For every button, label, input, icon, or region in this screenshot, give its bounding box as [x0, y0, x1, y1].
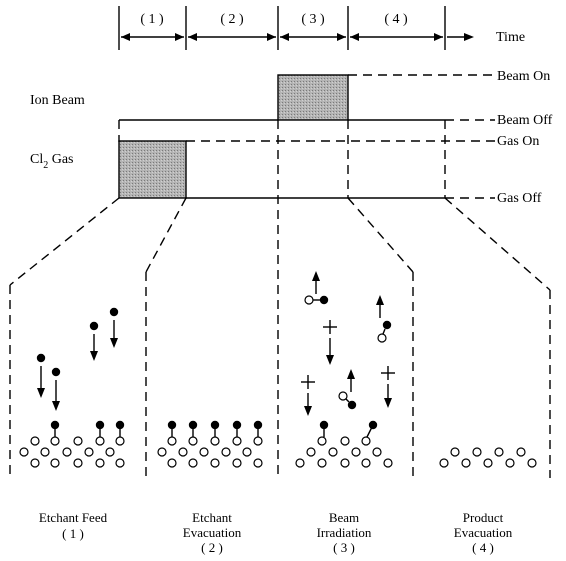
ion-beam-signal: Ion Beam Beam On Beam Off — [30, 69, 553, 128]
double-arrow — [280, 33, 346, 41]
adsorbed-atom — [115, 420, 125, 437]
beam-on-pulse — [277, 74, 349, 121]
panel-4-title-line2: Evacuation — [454, 525, 513, 540]
double-arrow — [121, 33, 184, 41]
substrate-lattice — [295, 436, 393, 468]
adsorbed-atom — [232, 420, 242, 437]
panel-2-subtitle: ( 2 ) — [201, 540, 223, 555]
panel-3-title-line2: Irradiation — [317, 525, 372, 540]
beam-on-label: Beam On — [497, 69, 550, 84]
falling-atom — [36, 353, 46, 398]
panel-etchant-feed: Etchant Feed ( 1 ) — [19, 307, 125, 541]
time-arrow — [447, 33, 474, 41]
adsorbed-atom — [253, 420, 263, 437]
adsorbed-atom — [366, 420, 378, 438]
panel-1-title: Etchant Feed — [39, 510, 108, 525]
gas-on-label: Gas On — [497, 134, 539, 149]
panel-3-subtitle: ( 3 ) — [333, 540, 355, 555]
time-label: Time — [496, 30, 525, 45]
falling-atom — [51, 367, 61, 411]
substrate-lattice — [157, 436, 263, 468]
panel-4-title-line1: Product — [463, 510, 504, 525]
panel-2-title-line2: Evacuation — [183, 525, 242, 540]
panel-product-evacuation: Product Evacuation ( 4 ) — [439, 447, 537, 555]
departing-product — [376, 295, 392, 343]
panel-3-title-line1: Beam — [329, 510, 359, 525]
departing-product — [304, 271, 329, 305]
incoming-ion — [381, 366, 395, 408]
adsorbed-atom — [167, 420, 177, 437]
cl2-gas-signal: Cl2 Gas Gas On Gas Off — [30, 134, 542, 206]
phase-label-3: ( 3 ) — [301, 12, 325, 27]
adsorbed-atom — [50, 420, 60, 437]
adsorbed-atom — [188, 420, 198, 437]
incoming-ion — [323, 320, 337, 365]
beam-off-label: Beam Off — [497, 113, 553, 128]
adsorbed-atom — [95, 420, 105, 437]
adsorbed-atom — [210, 420, 220, 437]
expansion-guides — [9, 120, 551, 478]
falling-atom — [109, 307, 119, 348]
gas-on-pulse — [118, 140, 187, 199]
substrate-lattice — [19, 436, 125, 468]
double-arrow — [188, 33, 276, 41]
adsorbed-atom — [319, 420, 329, 437]
phase-label-1: ( 1 ) — [140, 12, 164, 27]
timeline: ( 1 ) ( 2 ) ( 3 ) ( 4 ) Time — [118, 6, 525, 50]
gas-off-label: Gas Off — [497, 191, 542, 206]
panel-beam-irradiation: Beam Irradiation ( 3 ) — [295, 271, 395, 555]
ion-beam-label: Ion Beam — [30, 93, 85, 108]
cl2-gas-label: Cl2 Gas — [30, 152, 74, 171]
panel-etchant-evacuation: Etchant Evacuation ( 2 ) — [157, 420, 263, 555]
panel-2-title-line1: Etchant — [192, 510, 232, 525]
phase-label-2: ( 2 ) — [220, 12, 244, 27]
departing-product — [338, 369, 357, 410]
panel-4-subtitle: ( 4 ) — [472, 540, 494, 555]
panel-1-subtitle: ( 1 ) — [62, 526, 84, 541]
phase-label-4: ( 4 ) — [384, 12, 408, 27]
substrate-lattice — [439, 447, 537, 468]
double-arrow — [350, 33, 443, 41]
incoming-ion — [301, 375, 315, 416]
falling-atom — [89, 321, 99, 361]
